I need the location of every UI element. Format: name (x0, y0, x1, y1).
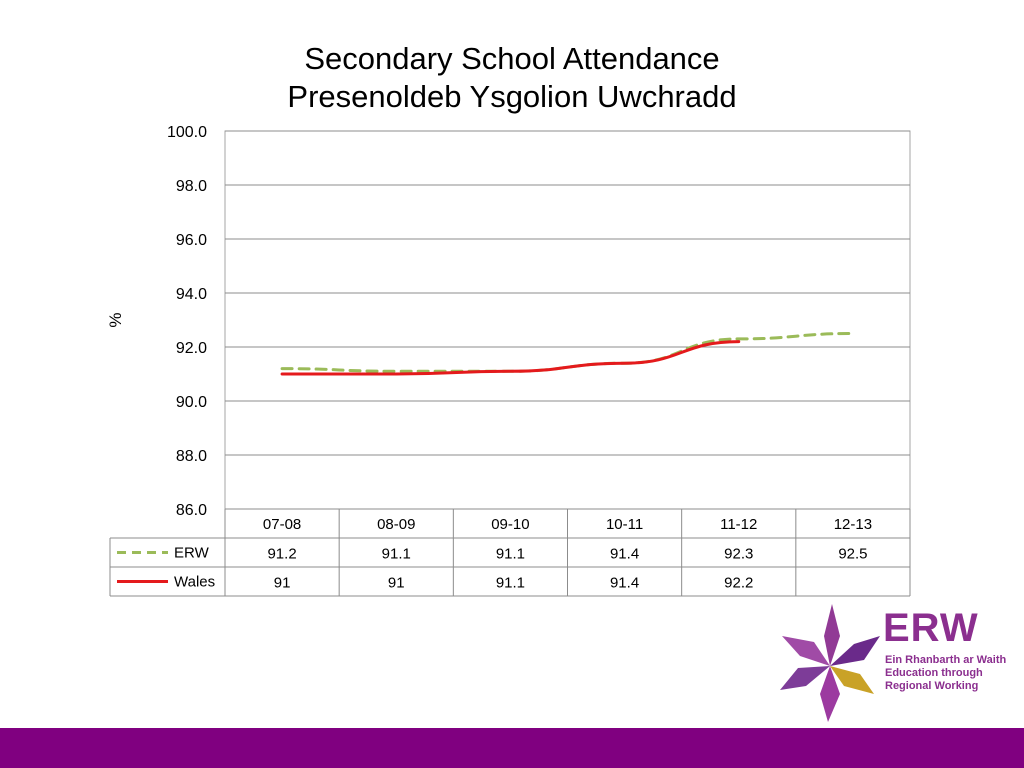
y-tick-label: 96.0 (176, 232, 207, 249)
plot-area (224, 130, 911, 510)
y-axis-label: % (106, 312, 125, 327)
logo-tagline-line: Ein Rhanbarth ar Waith (885, 654, 1007, 666)
x-category-label: 07-08 (263, 516, 301, 533)
line-chart: 86.0 88.0 90.0 92.0 94.0 96.0 98.0 100.0% 07-08 0… (106, 124, 911, 597)
y-tick-label: 88.0 (176, 448, 207, 465)
table-value: 91.1 (496, 575, 525, 592)
y-tick-label: 92.0 (176, 340, 207, 357)
table-value: 92.5 (838, 546, 867, 563)
table-value: 92.3 (724, 546, 753, 563)
table-value: 91.1 (496, 546, 525, 563)
x-category-label: 08-09 (377, 516, 415, 533)
chart-title: Secondary School Attendance Presenoldeb … (0, 40, 1024, 116)
table-value: 91.4 (610, 546, 639, 563)
star-flower-icon (780, 604, 880, 722)
y-tick-label: 90.0 (176, 394, 207, 411)
table-value: 91.2 (267, 546, 296, 563)
y-tick-label: 98.0 (176, 178, 207, 195)
series-line-erw (280, 332, 855, 373)
y-tick-label: 100.0 (167, 124, 207, 141)
title-line-welsh: Presenoldeb Ysgolion Uwchradd (287, 79, 737, 114)
title-line-english: Secondary School Attendance (304, 41, 720, 76)
x-category-label: 11-12 (720, 516, 757, 533)
logo-tagline: Ein Rhanbarth ar Waith Education through… (885, 654, 1006, 693)
table-value: 91.4 (610, 575, 639, 592)
table-value: 91 (274, 575, 291, 592)
erw-logo: ERW Ein Rhanbarth ar Waith Education thr… (778, 598, 1006, 728)
x-category-label: 10-11 (606, 516, 643, 533)
table-value: 92.2 (724, 575, 753, 592)
table-value: 91 (388, 575, 405, 592)
legend-label: ERW (174, 545, 210, 562)
x-category-label: 12-13 (834, 516, 872, 533)
y-tick-label: 94.0 (176, 286, 207, 303)
footer-bar (0, 728, 1024, 768)
series-line-wales (280, 340, 741, 376)
logo-tagline-line: Regional Working (885, 680, 979, 692)
legend-label: Wales (174, 574, 215, 591)
table-value: 91.1 (382, 546, 411, 563)
x-category-label: 09-10 (491, 516, 529, 533)
y-tick-label: 86.0 (176, 502, 207, 519)
logo-wordmark: ERW (883, 606, 979, 650)
logo-tagline-line: Education through (885, 667, 983, 679)
